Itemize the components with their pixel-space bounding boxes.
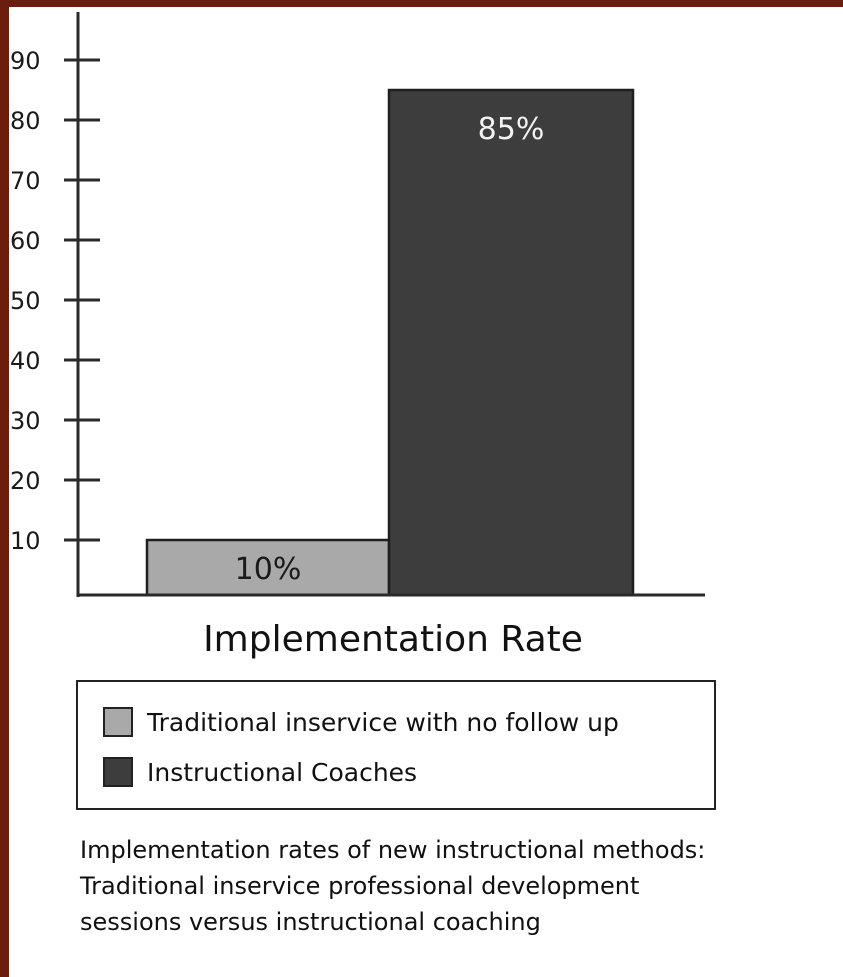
- y-tick-label-40: 40: [10, 347, 41, 375]
- caption-line-2: Traditional inservice professional devel…: [80, 872, 640, 900]
- bar-chart: 10 20 30 40 50 60 70 80 90 10% 85% Implementation…: [10, 12, 705, 660]
- y-tick-label-10: 10: [10, 527, 41, 555]
- bar-coaches: [387, 88, 635, 597]
- bar-value-label-traditional: 10%: [235, 552, 302, 587]
- chart-caption: Implementation rates of new instructiona…: [80, 832, 840, 940]
- bar-value-label-coaches: 85%: [478, 112, 545, 147]
- y-tick-label-30: 30: [10, 407, 41, 435]
- legend-item-traditional: Traditional inservice with no follow up: [103, 704, 619, 740]
- y-tick-label-70: 70: [10, 167, 41, 195]
- legend-swatch-coaches: [103, 757, 133, 787]
- legend-label-coaches: Instructional Coaches: [147, 757, 418, 787]
- legend: Traditional inservice with no follow up …: [76, 680, 716, 810]
- caption-line-1: Implementation rates of new instructiona…: [80, 836, 706, 864]
- y-tick-label-20: 20: [10, 467, 41, 495]
- y-tick-label-80: 80: [10, 107, 41, 135]
- y-tick-label-50: 50: [10, 287, 41, 315]
- legend-item-coaches: Instructional Coaches: [103, 754, 417, 790]
- caption-line-3: sessions versus instructional coaching: [80, 908, 541, 936]
- y-axis: 10 20 30 40 50 60 70 80 90: [10, 12, 100, 597]
- legend-label-traditional: Traditional inservice with no follow up: [147, 707, 619, 737]
- bar-labels: 10% 85%: [235, 112, 545, 587]
- bars: [145, 88, 635, 597]
- y-tick-label-60: 60: [10, 227, 41, 255]
- y-tick-label-90: 90: [10, 47, 41, 75]
- x-axis-label: Implementation Rate: [203, 619, 583, 660]
- legend-swatch-traditional: [103, 707, 133, 737]
